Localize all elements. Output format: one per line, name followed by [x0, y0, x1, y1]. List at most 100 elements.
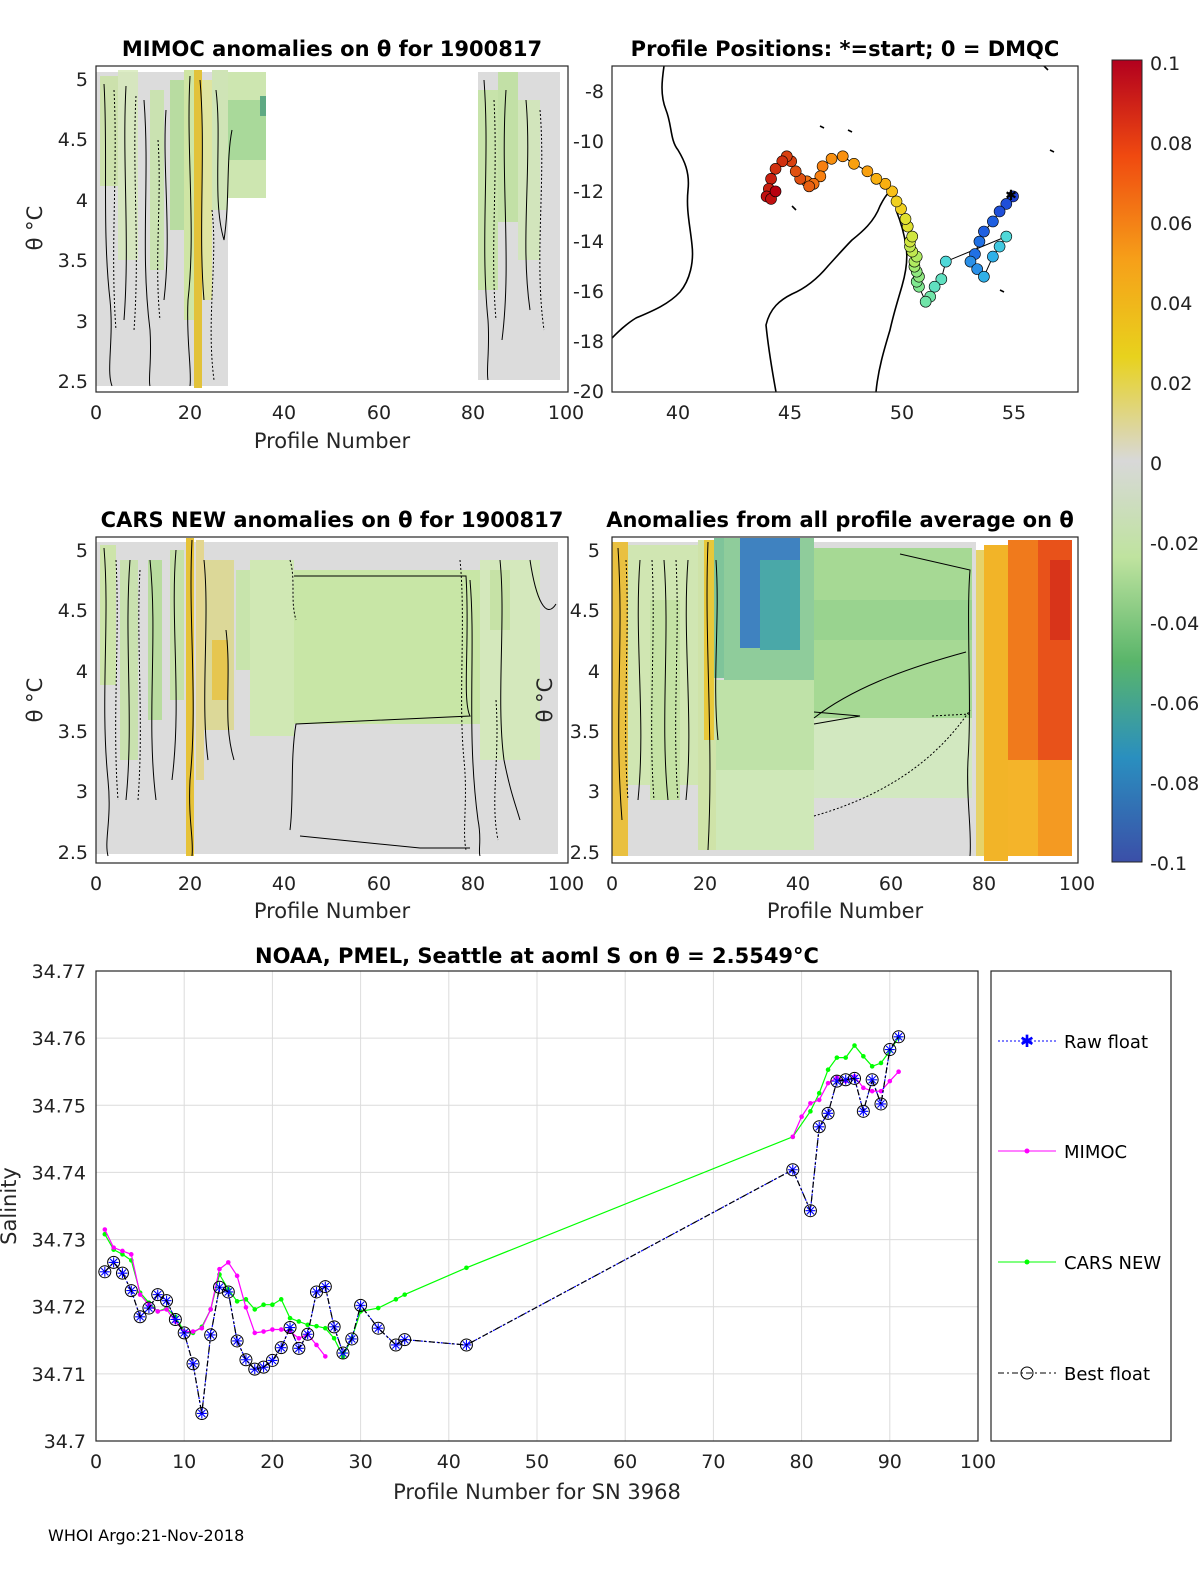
chart-xtick: 20	[260, 1451, 284, 1473]
avg-ytick: 4	[588, 661, 600, 683]
chart-ytick: 34.77	[32, 961, 86, 983]
data-point	[221, 1285, 235, 1299]
profile-position	[940, 255, 952, 268]
profile-position	[769, 163, 782, 175]
profile-position	[861, 165, 874, 178]
map-y-ticks: -8 -10 -12 -14 -16 -18 -20	[573, 81, 604, 403]
data-point	[834, 1055, 840, 1060]
data-point	[248, 1362, 262, 1376]
data-point	[861, 1085, 866, 1091]
data-point	[861, 1053, 866, 1059]
avg-xtick: 100	[1059, 873, 1095, 895]
avg-y-ticks: 5 4.5 4 3.5 3 2.5	[570, 540, 600, 864]
data-point	[265, 1353, 279, 1367]
legend-label: CARS NEW	[1064, 1253, 1161, 1274]
chart-xtick: 70	[701, 1451, 725, 1473]
data-point	[305, 1322, 310, 1328]
colorbar-tick: -0.04	[1150, 613, 1199, 635]
colorbar-tick: -0.08	[1150, 773, 1199, 795]
map-ytick: -10	[573, 131, 604, 153]
chart-xlabel: Profile Number for SN 3968	[393, 1480, 681, 1504]
data-point	[257, 1360, 271, 1374]
data-point	[223, 1286, 234, 1297]
series-best-float	[98, 1030, 906, 1420]
data-point	[816, 1090, 822, 1096]
colorbar-tick: -0.1	[1150, 853, 1187, 875]
data-point	[243, 1305, 249, 1310]
profile-position	[987, 250, 999, 263]
data-point	[803, 1204, 817, 1218]
data-point	[120, 1252, 125, 1257]
map-title: Profile Positions: *=start; 0 = DMQC	[631, 37, 1060, 61]
mimoc-ytick: 5	[76, 69, 88, 91]
mimoc-ylabel: θ °C	[23, 206, 47, 251]
data-point	[345, 1332, 359, 1346]
data-point	[170, 1314, 181, 1325]
chart-xtick: 80	[790, 1451, 814, 1473]
chart-xtick: 40	[437, 1451, 461, 1473]
map-ytick: -18	[573, 331, 604, 353]
legend-item-raw: ✱ Raw float	[998, 1032, 1148, 1053]
data-point	[459, 1338, 473, 1352]
chart-xtick: 10	[172, 1451, 196, 1473]
chart-xtick: 90	[878, 1451, 902, 1473]
profile-position	[935, 273, 948, 285]
data-point	[142, 1301, 156, 1315]
mimoc-ytick: 3.5	[58, 250, 88, 272]
cars-xtick: 80	[461, 873, 485, 895]
data-point	[830, 1074, 844, 1088]
data-point	[195, 1406, 209, 1420]
data-point	[217, 1266, 222, 1272]
asterisk-icon: ✱	[1020, 1032, 1034, 1052]
avg-x-ticks: 0 20 40 60 80 100	[606, 873, 1095, 895]
data-point	[199, 1325, 205, 1331]
map-xtick: 45	[778, 402, 802, 424]
cars-panel: CARS NEW anomalies on θ for 1900817	[23, 508, 584, 923]
cars-ytick: 3.5	[58, 721, 88, 743]
data-point	[240, 1354, 251, 1365]
mimoc-xtick: 0	[90, 402, 102, 424]
profile-position	[769, 185, 782, 198]
data-point	[296, 1319, 302, 1324]
chart-xtick: 50	[525, 1451, 549, 1473]
profile-position	[993, 205, 1006, 218]
data-point	[865, 1073, 879, 1087]
cars-ytick: 2.5	[58, 842, 88, 864]
chart-x-ticks: 0 10 20 30 40 50 60 70 80 90 100	[90, 1451, 996, 1473]
data-point	[402, 1292, 408, 1297]
legend-label: Raw float	[1064, 1032, 1148, 1053]
profile-position	[1000, 230, 1013, 243]
chart-ytick: 34.73	[32, 1230, 86, 1252]
profile-position	[848, 158, 860, 170]
coastline	[612, 66, 1055, 392]
data-point	[102, 1227, 108, 1232]
map-xtick: 40	[666, 402, 690, 424]
cars-ytick: 5	[76, 540, 88, 562]
cars-field	[96, 538, 558, 857]
data-point	[212, 1280, 226, 1294]
cars-xtick: 40	[272, 873, 296, 895]
colorbar-tick: 0	[1150, 453, 1162, 475]
legend-label: Best float	[1064, 1364, 1150, 1385]
mimoc-x-ticks: 0 20 40 60 80 100	[90, 402, 584, 424]
data-point	[848, 1071, 862, 1085]
data-point	[878, 1088, 884, 1094]
data-point	[825, 1067, 831, 1072]
profile-position	[987, 215, 999, 228]
footer-stamp: WHOI Argo:21-Nov-2018	[48, 1526, 244, 1545]
profile-position	[825, 152, 838, 165]
data-point	[164, 1307, 169, 1312]
colorbar-tick: -0.02	[1150, 533, 1199, 555]
profile-position	[816, 160, 829, 173]
data-point	[261, 1302, 266, 1307]
profile-position	[814, 170, 827, 183]
profile-position	[765, 173, 777, 185]
chart-ytick: 34.76	[32, 1028, 86, 1050]
data-point	[196, 1408, 207, 1419]
data-point	[869, 1064, 875, 1069]
avg-ytick: 4.5	[570, 600, 600, 622]
avg-ytick: 3.5	[570, 721, 600, 743]
legend-item-cars: CARS NEW	[998, 1253, 1161, 1274]
chart-ytick: 34.7	[44, 1431, 86, 1453]
profile-position	[1000, 198, 1013, 210]
